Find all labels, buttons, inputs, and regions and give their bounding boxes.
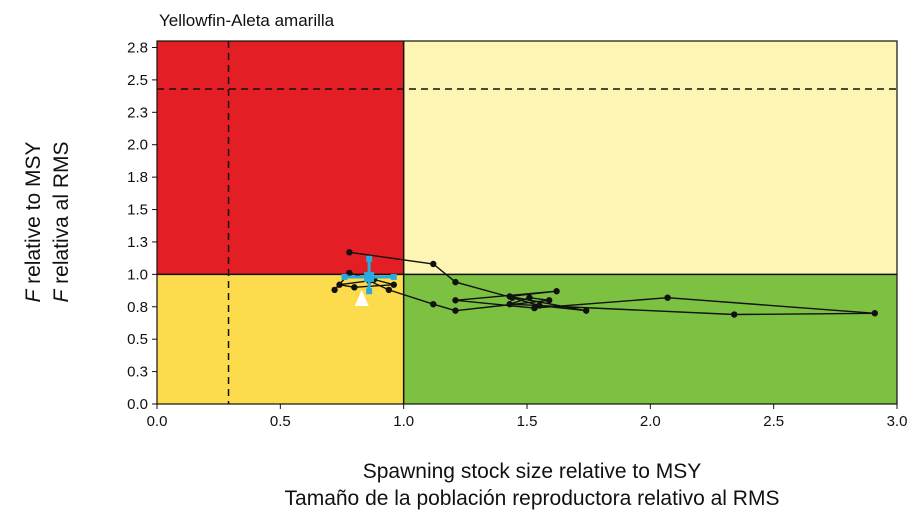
trajectory-point	[430, 300, 437, 308]
x-tick-label: 0.5	[270, 413, 291, 430]
y-tick-label: 0.3	[127, 364, 148, 381]
x-axis-ticks: 0.0 0.5 1.0 1.5 2.0 2.5 3.0	[147, 404, 907, 430]
x-tick-label: 2.0	[640, 413, 661, 430]
projection-triangle	[354, 289, 369, 306]
quadrant-healthy-overfishing	[403, 41, 897, 275]
quadrant-healthy	[403, 274, 897, 404]
x-tick-label: 0.0	[147, 413, 168, 430]
trajectory-point	[390, 281, 397, 288]
trajectory-point	[346, 269, 353, 277]
trajectory-point	[536, 302, 543, 309]
y-tick-label: 2.8	[127, 39, 148, 56]
y-axis-ticks: 0.0 0.3 0.5 0.8 1.0 1.3 1.5 1.8 2.0 2.3 2.5 2.8	[127, 39, 157, 413]
quadrant-overfished-overfishing	[157, 41, 404, 275]
trajectory-point	[506, 293, 513, 300]
trajectory-point	[336, 281, 343, 288]
trajectory-point	[553, 288, 560, 295]
current-estimate-ci-end	[390, 273, 397, 280]
current-estimate-ci-end	[341, 273, 348, 280]
x-tick-label: 1.0	[393, 413, 414, 430]
trajectory-point	[526, 294, 533, 301]
trajectory-point	[452, 307, 459, 314]
trajectory-point	[583, 307, 590, 314]
y-tick-label: 2.3	[127, 104, 148, 121]
y-tick-label: 1.0	[127, 266, 148, 283]
current-estimate-ci-end	[366, 288, 373, 295]
y-tick-label: 1.3	[127, 234, 148, 251]
y-tick-label: 1.8	[127, 169, 148, 186]
x-axis-label-en: Spawning stock size relative to MSY	[363, 460, 701, 483]
x-tick-label: 2.5	[763, 413, 784, 430]
trajectory-point	[531, 304, 538, 312]
y-axis-label-en-symbol: F	[22, 289, 45, 303]
y-axis-label-es-symbol: F	[50, 289, 73, 303]
y-axis-label-en: F relative to MSY	[22, 141, 45, 302]
trajectory-point	[452, 278, 459, 286]
trajectory-point	[664, 294, 671, 301]
x-tick-label: 3.0	[887, 413, 907, 430]
trajectory-point	[506, 300, 513, 308]
x-axis-label-es: Tamaño de la población reproductora rela…	[285, 487, 780, 510]
trajectory-point	[731, 311, 738, 318]
current-estimate-point	[364, 271, 375, 282]
trajectory-point	[871, 310, 878, 317]
trajectory-point	[346, 249, 353, 256]
chart-title: Yellowfin-Aleta amarilla	[159, 11, 335, 30]
x-tick-label: 1.5	[517, 413, 538, 430]
y-axis-label-en-text: relative to MSY	[22, 141, 45, 289]
y-tick-label: 0.0	[127, 396, 148, 413]
current-estimate-ci-end	[366, 255, 373, 262]
y-tick-label: 0.8	[127, 299, 148, 316]
plot-area	[156, 40, 898, 405]
trajectory-point	[385, 286, 393, 294]
trajectory-point	[351, 284, 358, 291]
trajectory-point	[452, 297, 459, 304]
y-axis-label-es: F relativa al RMS	[50, 141, 73, 302]
trajectory-point	[430, 260, 437, 268]
y-tick-label: 0.5	[127, 331, 148, 348]
y-tick-label: 1.5	[127, 202, 148, 219]
y-tick-label: 2.5	[127, 72, 148, 89]
y-tick-label: 2.0	[127, 137, 148, 154]
y-axis-label-es-text: relativa al RMS	[50, 141, 73, 289]
trajectory-point	[546, 297, 553, 304]
trajectory-point	[331, 286, 338, 294]
